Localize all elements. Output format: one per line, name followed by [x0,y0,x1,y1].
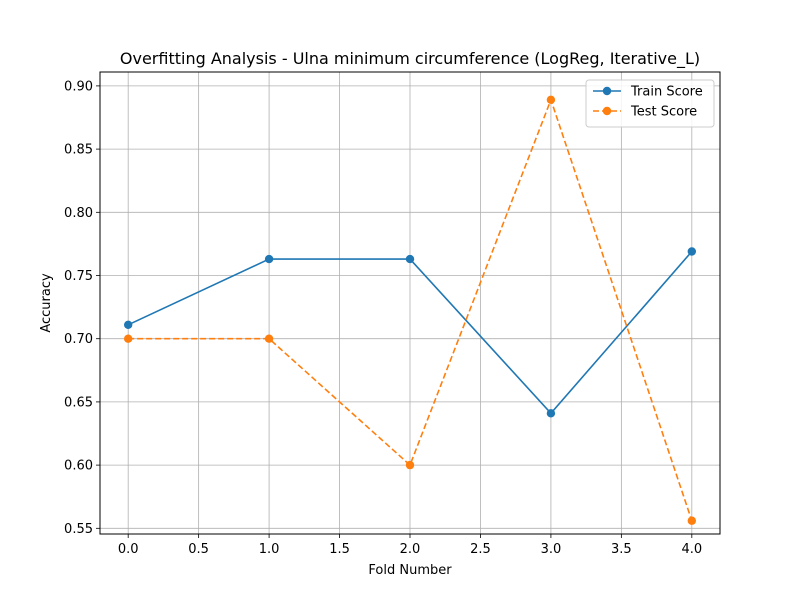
x-tick-label: 3.5 [611,542,632,557]
y-tick-label: 0.90 [64,79,93,94]
x-axis-ticks: 0.0 0.5 1.0 1.5 2.0 2.5 3.0 3.5 4.0 [118,534,702,557]
y-tick-label: 0.65 [64,395,93,410]
x-tick-label: 4.0 [681,542,702,557]
test-score-point [405,460,415,470]
chart-title: Overfitting Analysis - Ulna minimum circ… [120,49,700,69]
x-tick-label: 2.0 [400,542,421,557]
test-score-legend-marker [602,106,612,116]
test-score-point [123,334,133,343]
train-score-point [546,409,556,418]
y-axis-label: Accuracy [39,273,54,333]
x-tick-label: 0.5 [188,542,209,557]
x-tick-label: 3.0 [541,542,562,557]
train-score-point [264,254,274,264]
series-layer [123,95,697,525]
test-score-point [546,95,556,105]
y-axis-ticks: 0.55 0.60 0.65 0.70 0.75 0.80 0.85 0.90 [64,79,100,537]
y-tick-label: 0.80 [64,206,93,221]
test-score-point [687,516,697,525]
y-tick-label: 0.60 [64,459,93,474]
x-tick-label: 2.5 [470,542,491,557]
legend: Train Score Test Score [585,79,715,128]
y-tick-label: 0.70 [64,332,93,347]
y-tick-label: 0.85 [64,143,93,158]
train-score-point [405,254,415,264]
test-score-line [128,97,693,521]
x-tick-label: 1.5 [329,542,350,557]
train-score-legend-marker [602,86,612,96]
x-tick-label: 0.0 [118,542,139,557]
train-score-legend-label: Train Score [630,85,703,100]
x-axis-label: Fold Number [368,563,452,578]
train-score-point [123,320,133,330]
x-tick-label: 1.0 [259,542,280,557]
test-score-legend-label: Test Score [630,105,697,120]
test-score-point [264,334,274,343]
y-tick-label: 0.55 [64,522,93,537]
train-score-point [687,247,697,256]
y-tick-label: 0.75 [64,269,93,284]
